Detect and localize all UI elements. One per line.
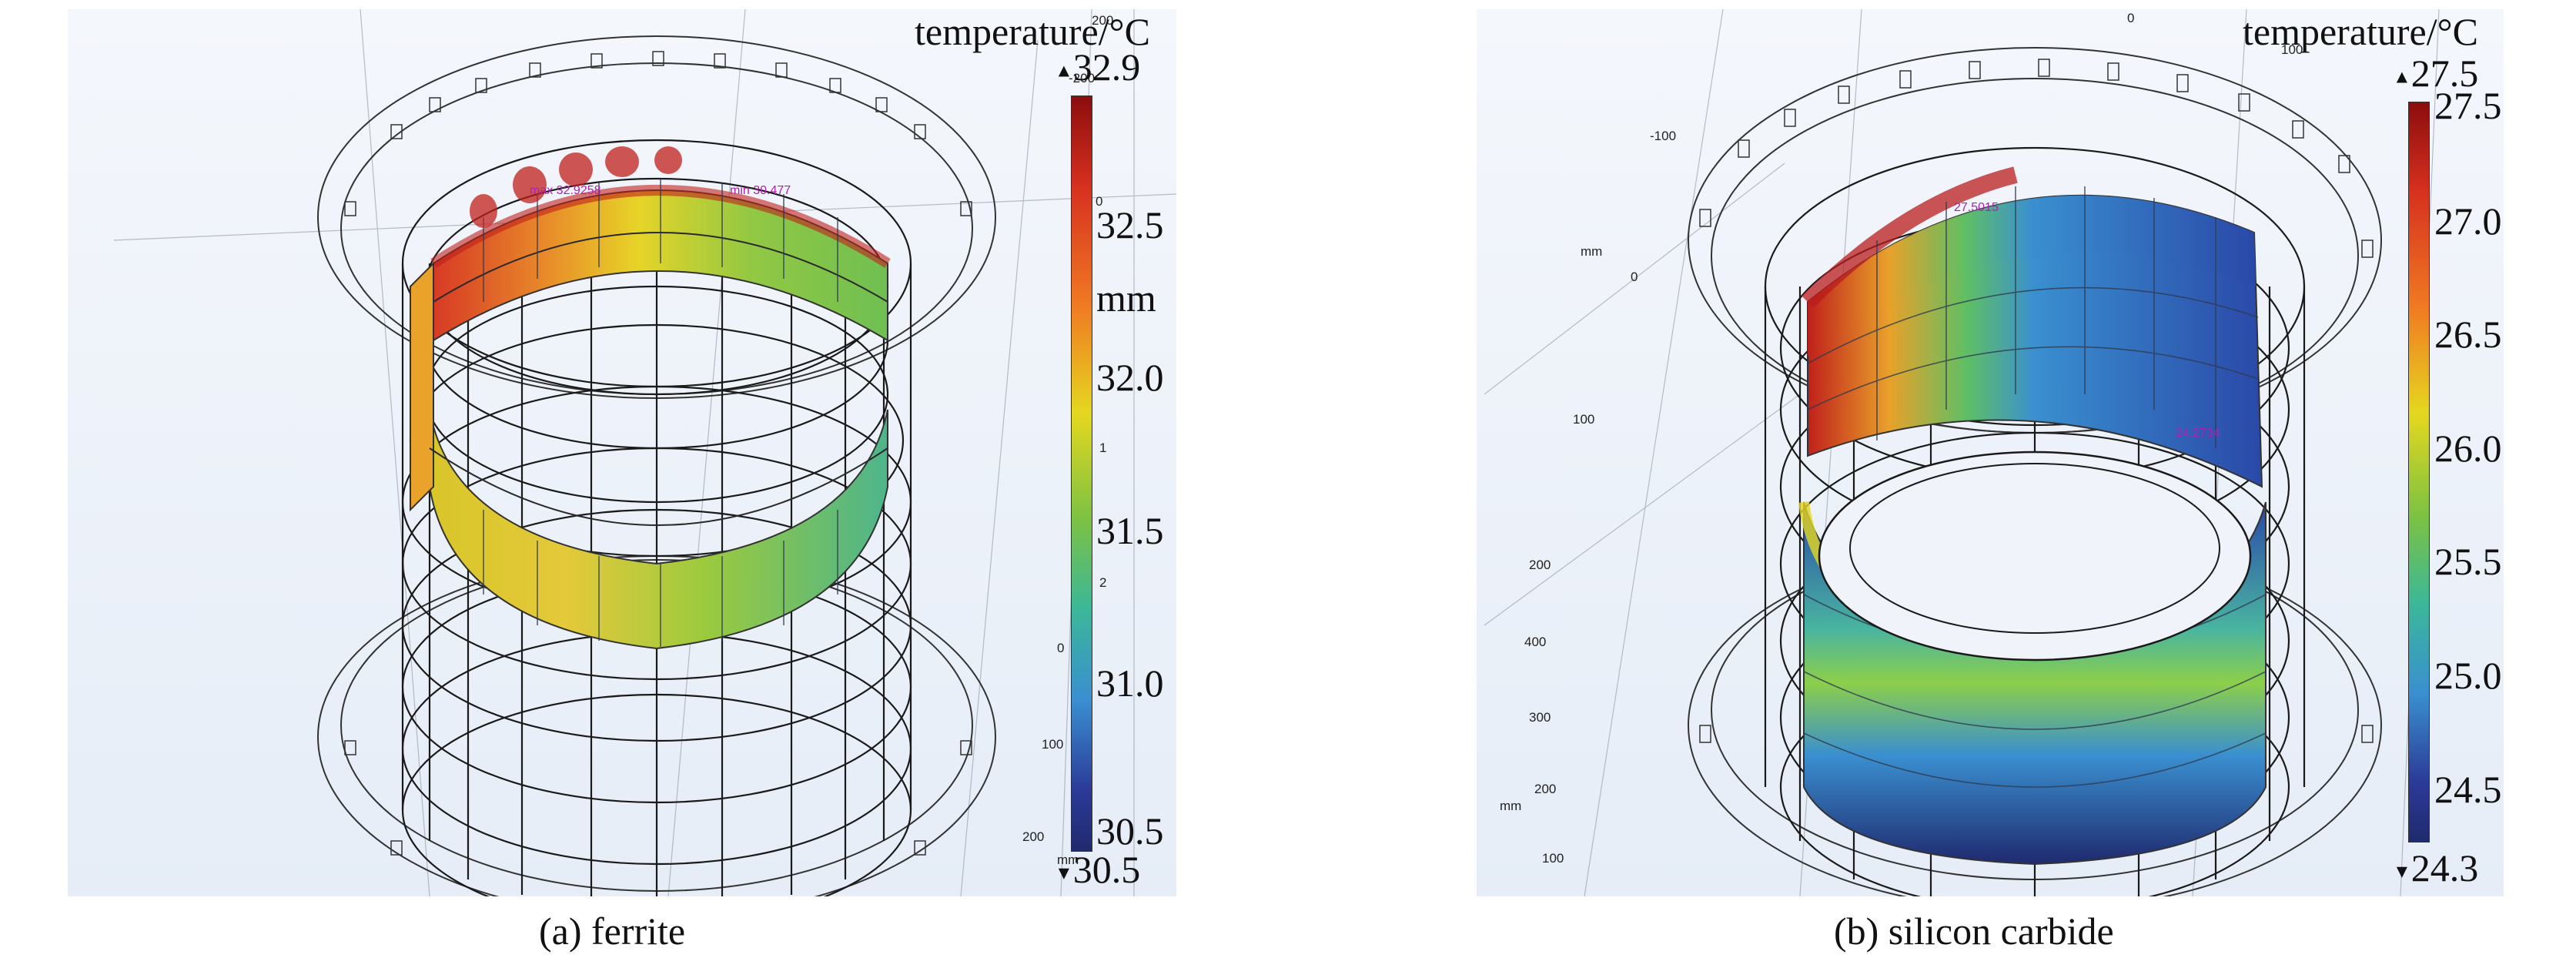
colorbar-tick: 24.5 [2434,768,2502,811]
axis-number: -100 [1650,129,1677,143]
axis-number: mm [1581,244,1603,259]
colorbar-tick: 32.0 [1096,356,1164,399]
colorbar-tick: 26.5 [2434,313,2502,356]
axis-number: 400 [1524,635,1547,649]
colorbar-max-value: 32.9 [1072,45,1141,89]
caption-silicon-carbide: (b) silicon carbide [1834,909,2114,953]
colorbar-tick: 31.5 [1096,509,1164,552]
colorbar-max: ▲32.9 [1055,45,1141,89]
axis-number: -200 [1069,71,1096,85]
max-probe-label: max 32.9258 [530,184,601,197]
colorbar-tick: 27.5 [2434,84,2502,127]
panel-ferrite: max 32.9258 min 30.477 -200 0 1 2 0 100 … [68,9,1176,896]
max-probe-label: 27.5015 [1954,201,1999,214]
colorbar-max-value: 27.5 [2410,52,2479,95]
axis-number: 100 [1542,851,1564,866]
colorbar-tick: 26.0 [2434,427,2502,470]
axis-number: 0 [1631,270,1638,284]
colorbar-tick: 27.0 [2434,199,2502,243]
colorbar-min: ▼24.3 [2393,846,2479,889]
axis-number: mm [1057,852,1079,867]
axis-number: 0 [2127,11,2135,25]
colorbar-title: temperature/°C [2243,10,2478,53]
axis-number: 200 [1092,13,1114,28]
axis-number: 200 [1534,782,1557,796]
caption-ferrite: (a) ferrite [539,909,686,953]
colorbar-tick: 31.0 [1096,662,1164,705]
axis-number: 2 [1099,575,1107,590]
colorbar-title: temperature/°C [915,10,1150,53]
colorbar-tick: mm [1096,276,1156,320]
colorbar [2408,102,2430,842]
panel-silicon-carbide: 27.5015 24.2734 0 100 -100 mm 0 100 200 … [1477,9,2504,896]
axis-number: 0 [1096,194,1103,209]
axis-number: 100 [1573,412,1595,427]
colorbar-min-value: 24.3 [2410,846,2479,889]
axis-number: 1 [1099,440,1107,455]
axis-number: 300 [1529,710,1551,725]
axis-number: 200 [1529,558,1551,572]
colorbar-tick: 30.5 [1096,809,1164,852]
colorbar-max: ▲27.5 [2393,52,2479,95]
colorbar-tick: 25.0 [2434,654,2502,697]
axis-number: 100 [2281,42,2303,57]
ferrite-coil-model: max 32.9258 min 30.477 [113,9,1176,896]
axis-number: 200 [1022,829,1045,844]
axis-number: 100 [1042,737,1064,752]
min-probe-label: min 30.477 [730,184,791,197]
colorbar-tick: 25.5 [2434,540,2502,583]
axis-number: mm [1500,799,1522,813]
colorbar-min-value: 30.5 [1072,848,1141,891]
colorbar-tick: 32.5 [1096,203,1164,246]
axis-number: 0 [1057,641,1065,655]
min-probe-label: 24.2734 [2176,427,2220,440]
silicon-carbide-coil-model: 27.5015 24.2734 [1484,9,2440,896]
colorbar-min: ▼30.5 [1055,848,1141,891]
colorbar [1071,95,1092,852]
